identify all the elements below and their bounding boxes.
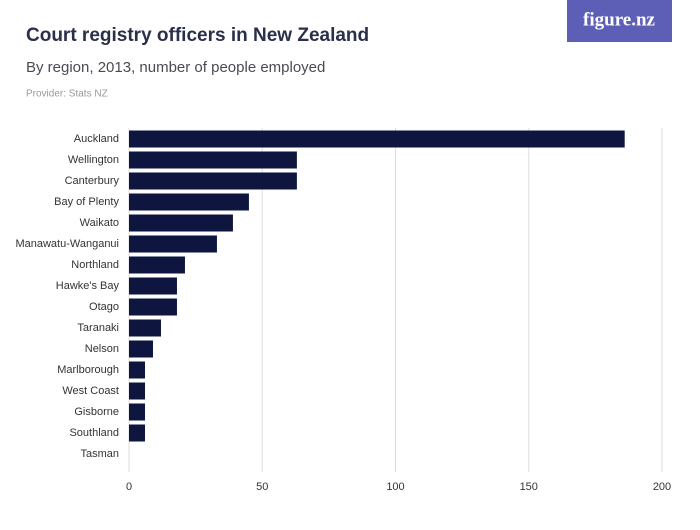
chart-title: Court registry officers in New Zealand [26,25,369,46]
bar [129,340,153,358]
bar [129,382,145,400]
x-tick-label: 100 [386,481,404,493]
logo-box [567,0,672,42]
y-tick-label: Southland [69,427,119,439]
bar [129,298,177,316]
y-tick-label: Tasman [80,448,119,460]
x-tick-label: 50 [256,481,268,493]
bar [129,130,625,148]
y-tick-label: Hawke's Bay [56,280,120,292]
logo: figure.nz [583,9,656,30]
y-tick-label: Marlborough [57,364,119,376]
bar [129,361,145,379]
y-tick-label: Gisborne [74,406,119,418]
bar [129,214,233,232]
bar [129,403,145,421]
bar [129,172,297,190]
y-tick-label: Nelson [85,343,119,355]
provider: Provider: Stats NZ [26,89,108,100]
y-tick-label: Northland [71,259,119,271]
chart-subtitle: By region, 2013, number of people employ… [26,59,325,76]
bar [129,151,297,169]
y-tick-label: Otago [89,301,119,313]
bar [129,424,145,442]
bar [129,319,161,337]
y-tick-label: Wellington [68,154,119,166]
y-tick-label: Canterbury [65,175,120,187]
x-tick-label: 0 [126,481,132,493]
bar [129,256,185,274]
y-tick-label: West Coast [62,385,119,397]
y-tick-label: Manawatu-Wanganui [15,238,119,250]
bar [129,193,249,211]
y-tick-label: Bay of Plenty [54,196,119,208]
x-tick-label: 200 [653,481,671,493]
y-tick-label: Auckland [74,133,119,145]
y-tick-label: Waikato [80,217,119,229]
x-tick-label: 150 [520,481,538,493]
bar [129,277,177,295]
y-tick-label: Taranaki [77,322,119,334]
bar [129,235,217,253]
